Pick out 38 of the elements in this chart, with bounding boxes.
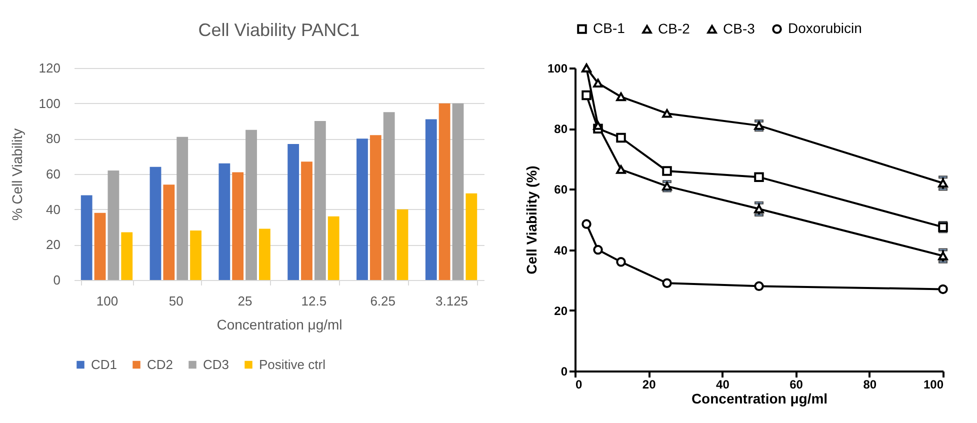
y-tick-label: 0 (53, 272, 60, 288)
legend-label: CB-2 (658, 20, 690, 36)
y-tick-label: 40 (554, 243, 568, 258)
y-tick-label: 60 (554, 182, 568, 197)
x-tick-label: 6.25 (370, 294, 396, 308)
x-axis-title: Concentration μg/ml (691, 390, 828, 406)
y-tick-label: 100 (38, 96, 60, 111)
y-axis-title: % Cell Viability (8, 128, 25, 221)
x-tick-label: 100 (96, 294, 118, 308)
legend-label: CB-3 (723, 20, 756, 36)
x-tick-label: 25 (238, 294, 252, 308)
x-axis-title: Concentration μg/ml (216, 316, 342, 332)
x-tick-label: 12.5 (301, 294, 327, 308)
y-tick-label: 40 (46, 202, 60, 217)
x-tick-label: 50 (168, 294, 184, 308)
y-tick-label: 0 (560, 364, 568, 378)
y-tick-label: 80 (46, 131, 60, 146)
x-tick-label: 60 (790, 378, 804, 392)
legend-label: CD2 (147, 356, 174, 372)
y-tick-label: 20 (554, 304, 568, 318)
legend-label: Positive ctrl (259, 356, 326, 372)
y-tick-label: 20 (46, 237, 60, 252)
legend-label: CD3 (203, 356, 230, 372)
chart-title: Cell Viability PANC1 (198, 20, 360, 40)
legend-label: CB-1 (593, 20, 626, 36)
y-tick-label: 120 (38, 60, 60, 76)
y-tick-label: 100 (547, 62, 568, 76)
legend-label: CD1 (91, 356, 118, 372)
y-tick-label: 80 (554, 122, 568, 136)
legend-label: Doxorubicin (788, 20, 862, 36)
x-tick-label: 100 (923, 378, 944, 392)
x-tick-label: 3.125 (435, 294, 468, 308)
y-axis-title: Cell Viability (%) (523, 166, 540, 274)
y-tick-label: 60 (46, 166, 60, 182)
x-tick-label: 40 (716, 378, 730, 392)
x-tick-label: 0 (576, 378, 582, 392)
x-tick-label: 80 (863, 378, 877, 392)
x-tick-label: 20 (642, 378, 656, 392)
